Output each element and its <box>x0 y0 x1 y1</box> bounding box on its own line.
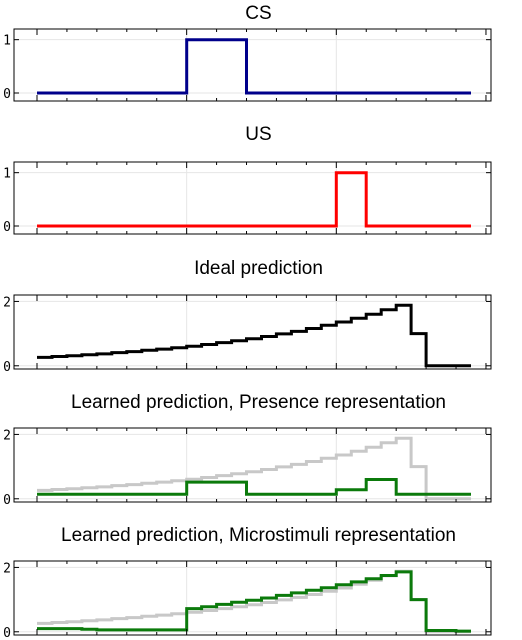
y-tick-label: 0 <box>3 626 11 640</box>
axes-frame <box>13 28 492 102</box>
subplot-1: CS 0 1 <box>3 3 492 102</box>
series-line-2 <box>37 570 471 633</box>
y-tick-label: 2 <box>3 428 11 443</box>
series-line-2 <box>37 478 471 496</box>
axes-frame <box>13 427 492 503</box>
subplot-title: CS <box>245 3 271 24</box>
y-tick-label: 1 <box>3 167 11 182</box>
axes-frame <box>13 294 492 370</box>
series-line-1 <box>37 171 471 228</box>
series-line-1 <box>37 436 471 501</box>
series-line-1 <box>37 38 471 95</box>
y-tick-label: 0 <box>3 493 11 508</box>
series-line-1 <box>37 303 471 368</box>
y-tick-label: 0 <box>3 220 11 235</box>
y-tick-label: 2 <box>3 561 11 576</box>
y-tick-label: 0 <box>3 360 11 375</box>
subplot-title: Learned prediction, Presence representat… <box>71 392 446 413</box>
y-tick-label: 2 <box>3 295 11 310</box>
subplot-5: Learned prediction, Microstimuli represe… <box>3 525 492 640</box>
subplot-2: US 0 1 <box>3 124 492 235</box>
axes-frame <box>13 560 492 636</box>
subplot-title: Ideal prediction <box>194 258 323 279</box>
subplot-3: Ideal prediction 0 2 <box>3 258 492 375</box>
subplot-title: Learned prediction, Microstimuli represe… <box>61 525 456 546</box>
y-tick-label: 1 <box>3 34 11 49</box>
axes-frame <box>13 161 492 235</box>
subplot-title: US <box>245 124 271 145</box>
subplot-4: Learned prediction, Presence representat… <box>3 392 492 508</box>
y-tick-label: 0 <box>3 87 11 102</box>
